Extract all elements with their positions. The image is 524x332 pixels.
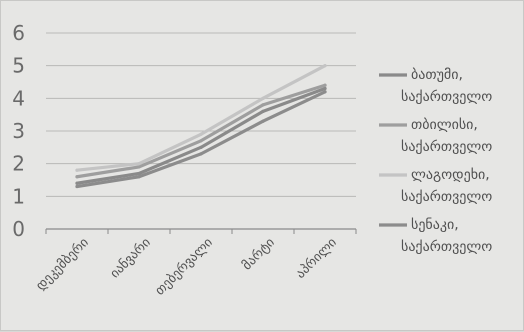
grid-lines bbox=[46, 32, 356, 197]
y-tick-label: 6 bbox=[12, 21, 25, 45]
y-tick-label: 3 bbox=[12, 119, 25, 143]
x-tick-label: მარტი bbox=[240, 235, 278, 273]
legend: ბათუმი, საქართველო თბილისი, საქართველო ლაგოდ… bbox=[379, 67, 492, 255]
y-tick-label: 1 bbox=[12, 184, 25, 208]
data-point bbox=[75, 168, 79, 172]
x-tick-label: იანვარი bbox=[108, 235, 154, 281]
data-point bbox=[323, 90, 327, 94]
data-point bbox=[199, 132, 203, 136]
data-point bbox=[261, 96, 265, 100]
x-tick-label: აპრილი bbox=[293, 235, 340, 282]
data-point bbox=[199, 152, 203, 156]
legend-label: ლაგოდეხი, საქართველო bbox=[401, 167, 492, 205]
data-point bbox=[323, 64, 327, 68]
x-axis bbox=[45, 228, 357, 234]
legend-label: ბათუმი, საქართველო bbox=[401, 67, 492, 105]
data-point bbox=[261, 103, 265, 107]
data-point bbox=[75, 184, 79, 189]
series-lines bbox=[75, 64, 327, 189]
data-point bbox=[199, 145, 203, 149]
y-tick-label: 4 bbox=[12, 86, 25, 110]
data-point bbox=[75, 181, 79, 185]
data-point bbox=[199, 139, 203, 143]
y-axis-ticks: 0 1 2 3 4 5 6 bbox=[12, 21, 25, 241]
data-point bbox=[323, 86, 327, 91]
data-point bbox=[261, 119, 265, 123]
legend-label: სენაკი, საქართველო bbox=[401, 217, 492, 255]
y-tick-label: 5 bbox=[12, 54, 25, 78]
data-point bbox=[137, 162, 141, 166]
y-tick-label: 2 bbox=[12, 152, 25, 176]
data-point bbox=[75, 175, 79, 179]
x-tick-label: დეკემბერი bbox=[33, 235, 92, 294]
legend-label: თბილისი, საქართველო bbox=[401, 117, 492, 155]
data-point bbox=[137, 171, 141, 176]
x-tick-label: თებერვალი bbox=[153, 235, 216, 298]
data-point bbox=[137, 165, 141, 169]
y-tick-label: 0 bbox=[12, 217, 25, 241]
data-point bbox=[137, 175, 141, 179]
data-point bbox=[261, 109, 265, 113]
data-point bbox=[323, 83, 327, 87]
